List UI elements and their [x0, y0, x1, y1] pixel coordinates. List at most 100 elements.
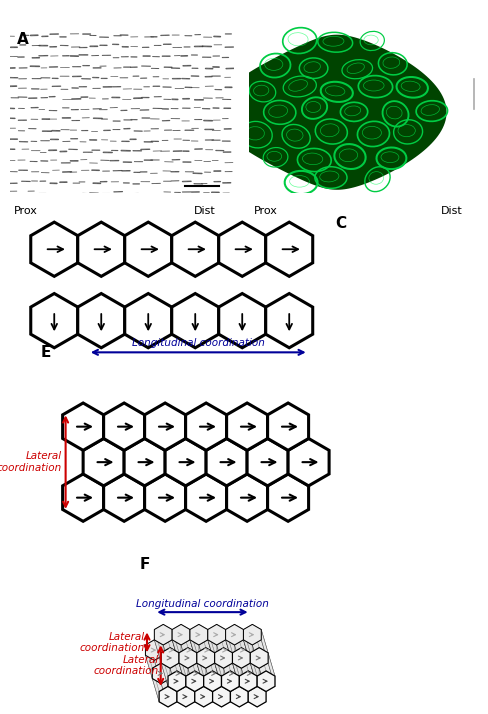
- Polygon shape: [244, 630, 250, 663]
- Polygon shape: [203, 671, 222, 691]
- Polygon shape: [145, 640, 163, 660]
- Polygon shape: [31, 222, 78, 276]
- Polygon shape: [217, 640, 232, 668]
- Polygon shape: [199, 640, 217, 660]
- Polygon shape: [217, 640, 235, 660]
- Polygon shape: [181, 645, 188, 678]
- Polygon shape: [144, 474, 185, 521]
- Polygon shape: [124, 438, 165, 486]
- Polygon shape: [161, 648, 177, 676]
- Polygon shape: [154, 655, 170, 684]
- Polygon shape: [144, 403, 185, 451]
- Polygon shape: [225, 640, 242, 668]
- Text: Longitudinal coordination: Longitudinal coordination: [132, 338, 264, 348]
- Polygon shape: [224, 668, 230, 702]
- Polygon shape: [145, 640, 161, 668]
- Polygon shape: [163, 645, 170, 678]
- Polygon shape: [235, 624, 250, 653]
- Polygon shape: [208, 624, 225, 645]
- Polygon shape: [170, 663, 188, 684]
- Text: F: F: [140, 557, 150, 572]
- Polygon shape: [190, 640, 206, 668]
- Polygon shape: [161, 663, 177, 691]
- Polygon shape: [242, 648, 257, 676]
- Polygon shape: [267, 474, 308, 521]
- Polygon shape: [242, 663, 257, 691]
- Polygon shape: [252, 640, 268, 668]
- Polygon shape: [197, 663, 213, 691]
- Polygon shape: [197, 648, 213, 676]
- Text: A: A: [17, 31, 28, 46]
- Polygon shape: [226, 403, 267, 451]
- Polygon shape: [230, 686, 248, 707]
- Polygon shape: [31, 293, 78, 348]
- Polygon shape: [181, 640, 199, 660]
- Polygon shape: [181, 640, 197, 668]
- Polygon shape: [266, 222, 313, 276]
- Polygon shape: [172, 640, 188, 668]
- Polygon shape: [232, 663, 248, 691]
- Polygon shape: [250, 648, 266, 676]
- Polygon shape: [235, 640, 250, 668]
- Polygon shape: [259, 668, 266, 702]
- Polygon shape: [225, 624, 242, 653]
- Polygon shape: [163, 624, 179, 653]
- Polygon shape: [215, 663, 230, 691]
- Polygon shape: [235, 655, 250, 684]
- Polygon shape: [257, 671, 275, 691]
- Text: Lateral
coordination: Lateral coordination: [80, 632, 145, 653]
- Polygon shape: [154, 640, 170, 668]
- Polygon shape: [250, 678, 266, 707]
- Polygon shape: [206, 668, 213, 702]
- Polygon shape: [152, 668, 159, 702]
- Polygon shape: [250, 648, 268, 668]
- Polygon shape: [181, 640, 197, 668]
- Polygon shape: [215, 663, 230, 691]
- Polygon shape: [217, 645, 224, 678]
- Polygon shape: [242, 663, 259, 684]
- Polygon shape: [197, 663, 213, 691]
- Polygon shape: [152, 663, 168, 691]
- Polygon shape: [125, 222, 172, 276]
- Polygon shape: [208, 655, 224, 684]
- Polygon shape: [206, 663, 222, 691]
- Polygon shape: [152, 663, 170, 684]
- Polygon shape: [170, 663, 186, 691]
- Polygon shape: [250, 653, 257, 686]
- Polygon shape: [145, 655, 161, 684]
- Polygon shape: [224, 678, 239, 707]
- Polygon shape: [222, 671, 239, 691]
- Polygon shape: [181, 645, 188, 678]
- Polygon shape: [163, 640, 179, 668]
- Text: Longitudinal coordination: Longitudinal coordination: [136, 599, 269, 609]
- Polygon shape: [172, 640, 188, 668]
- Polygon shape: [232, 648, 250, 668]
- Polygon shape: [188, 648, 203, 676]
- Polygon shape: [242, 678, 257, 707]
- Polygon shape: [267, 403, 308, 451]
- Polygon shape: [206, 438, 247, 486]
- Polygon shape: [170, 648, 186, 676]
- Polygon shape: [232, 653, 239, 686]
- Text: Dist: Dist: [194, 206, 216, 216]
- Polygon shape: [179, 653, 186, 686]
- Polygon shape: [208, 640, 224, 668]
- Polygon shape: [188, 668, 195, 702]
- Polygon shape: [232, 663, 248, 691]
- Polygon shape: [250, 663, 266, 691]
- Polygon shape: [213, 686, 230, 707]
- Polygon shape: [103, 403, 144, 451]
- Polygon shape: [161, 653, 168, 686]
- Polygon shape: [250, 663, 266, 691]
- Polygon shape: [219, 222, 266, 276]
- Polygon shape: [179, 678, 195, 707]
- Polygon shape: [259, 648, 275, 676]
- Polygon shape: [235, 645, 242, 678]
- Polygon shape: [242, 668, 248, 702]
- Polygon shape: [190, 624, 206, 653]
- Polygon shape: [224, 668, 230, 702]
- Polygon shape: [170, 668, 177, 702]
- Polygon shape: [179, 648, 197, 668]
- Polygon shape: [199, 645, 206, 678]
- Polygon shape: [225, 655, 242, 684]
